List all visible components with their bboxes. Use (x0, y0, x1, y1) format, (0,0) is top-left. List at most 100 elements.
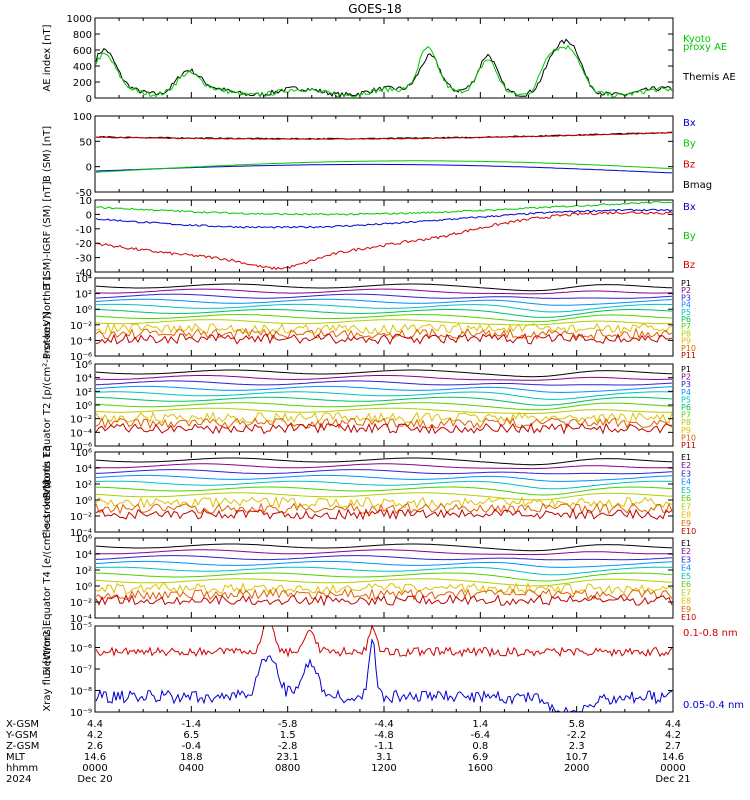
x-tick-value: 6.9 (472, 752, 488, 763)
legend-0.05-0.4-nm: 0.05-0.4 nm (683, 700, 744, 711)
y-tick-label: 10⁴ (75, 274, 92, 285)
x-tick-value: 0000 (660, 763, 685, 774)
series-e7 (95, 578, 673, 587)
series-e6 (95, 486, 673, 496)
legend-proxy-ae: proxy AE (683, 42, 727, 53)
y-tick-label: 10² (75, 566, 92, 577)
legend-kyoto: Kyoto (683, 34, 711, 45)
legend-e3: E3 (681, 469, 691, 478)
x-tick-value: 4.4 (87, 719, 103, 730)
y-tick-label: 0 (86, 163, 92, 174)
y-tick-label: -20 (76, 239, 92, 250)
x-tick-value: -2.8 (278, 741, 298, 752)
y-axis-label: Electrons North T3 (42, 445, 53, 538)
series-p7 (95, 313, 673, 323)
y-axis-label: AE index [nT] (42, 24, 53, 91)
legend-p6: P6 (681, 403, 691, 412)
legend-p5: P5 (681, 395, 691, 404)
legend-p10: P10 (681, 433, 696, 442)
series-p10 (95, 416, 673, 430)
x-row-label: Z-GSM (6, 741, 39, 752)
series-p2 (95, 288, 673, 295)
legend-bz: Bz (683, 159, 695, 170)
y-tick-label: 10⁻⁶ (70, 442, 92, 453)
legend-themis-ae: Themis AE (682, 72, 736, 83)
y-tick-label: 10⁰ (75, 401, 92, 412)
legend-bz: Bz (683, 260, 695, 271)
series-e5 (95, 480, 673, 490)
x-tick-value: 10.7 (566, 752, 588, 763)
series-p1 (95, 369, 673, 378)
series-e10 (95, 507, 673, 521)
legend-p2: P2 (681, 373, 691, 382)
x-row-label: 2024 (6, 774, 31, 785)
series-p7 (95, 402, 673, 411)
legend-e7: E7 (681, 588, 691, 597)
series-p2 (95, 375, 673, 381)
series-e1 (95, 543, 673, 552)
legend-e5: E5 (681, 572, 691, 581)
series-e8 (95, 582, 673, 595)
series-e5 (95, 566, 673, 576)
y-tick-label: 10⁰ (75, 582, 92, 593)
legend-e10: E10 (681, 527, 696, 536)
legend-p11: P11 (681, 351, 696, 360)
legend-e2: E2 (681, 461, 691, 470)
series-bz (95, 211, 673, 271)
x-row-label: Y-GSM (5, 730, 38, 741)
series-e2 (95, 463, 673, 470)
series-bx (95, 163, 673, 174)
y-tick-label: 10² (75, 387, 92, 398)
series-p5 (95, 391, 673, 400)
x-tick-value: 2.6 (87, 741, 103, 752)
series-e2 (95, 549, 673, 556)
legend-p8: P8 (681, 329, 691, 338)
legend-p9: P9 (681, 337, 691, 346)
series-e3 (95, 469, 673, 475)
x-tick-value: -2.2 (567, 730, 587, 741)
x-tick-value: 18.8 (180, 752, 202, 763)
legend-p4: P4 (681, 301, 691, 310)
x-tick-value: -0.4 (182, 741, 202, 752)
x-tick-value: 4.4 (665, 719, 681, 730)
x-tick-value: 4.2 (87, 730, 103, 741)
y-tick-label: 10⁻⁴ (70, 614, 92, 625)
y-tick-label: 10⁻⁵ (70, 622, 92, 633)
x-tick-value: 5.8 (569, 719, 585, 730)
legend-e8: E8 (681, 511, 691, 520)
y-tick-label: 10⁶ (75, 360, 92, 371)
series-p3 (95, 293, 673, 299)
series-e9 (95, 502, 673, 515)
x-tick-value: 23.1 (277, 752, 299, 763)
legend-e9: E9 (681, 605, 691, 614)
y-tick-label: 400 (73, 62, 92, 73)
y-axis-label: B (SM) [nT] (42, 126, 53, 182)
legend-e8: E8 (681, 597, 691, 606)
x-tick-value: Dec 20 (77, 774, 112, 785)
series-e4 (95, 560, 673, 568)
series-p3 (95, 380, 673, 386)
legend-e2: E2 (681, 547, 691, 556)
legend-p1: P1 (681, 365, 691, 374)
x-tick-value: 1.5 (280, 730, 296, 741)
series-e4 (95, 474, 673, 482)
legend-p2: P2 (681, 286, 691, 295)
legend-by: By (683, 139, 696, 150)
x-tick-value: 2.7 (665, 741, 681, 752)
series-e10 (95, 594, 673, 607)
series-p1 (95, 283, 673, 292)
y-tick-label: 10⁴ (75, 550, 92, 561)
series-e1 (95, 457, 673, 466)
series-p9 (95, 322, 673, 335)
legend-e5: E5 (681, 486, 691, 495)
legend-bx: Bx (683, 202, 696, 213)
series-e3 (95, 555, 673, 561)
legend-e7: E7 (681, 502, 691, 511)
x-tick-value: 1600 (468, 763, 493, 774)
x-tick-value: 0000 (82, 763, 107, 774)
legend-p1: P1 (681, 279, 691, 288)
y-tick-label: 10⁶ (75, 534, 92, 545)
